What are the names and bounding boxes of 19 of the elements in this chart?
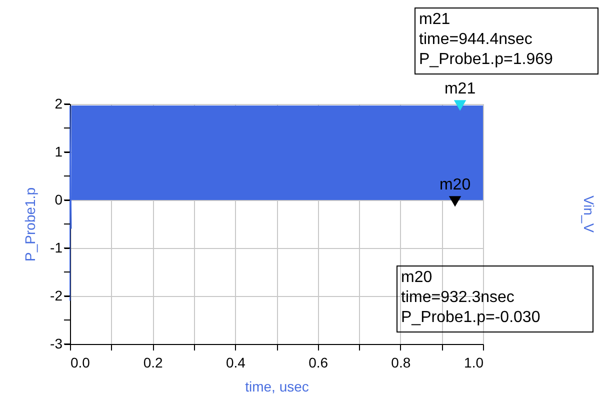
x-tick-label: 0.6 (308, 354, 328, 370)
x-tick-label: 0.0 (70, 354, 90, 370)
annotation: m20 time=932.3nsec P_Probe1.p=-0.030 (401, 269, 540, 326)
x-tick-label: 0.4 (226, 354, 246, 370)
y-tick-label: 2 (54, 96, 63, 112)
y-tick-label: -3 (50, 336, 63, 352)
x-tick-label: 1.0 (464, 354, 484, 370)
y-tick-label: -1 (50, 240, 63, 256)
y-tick-label: -2 (50, 288, 63, 304)
x-axis-title: time, usec (245, 378, 309, 394)
x-tick-label: 0.2 (143, 354, 164, 370)
y-tick-label: 1 (54, 144, 63, 160)
x-tick-label: 0.8 (391, 354, 411, 370)
text: Vin_V (581, 195, 597, 234)
series-label: m21 (444, 80, 476, 98)
text: m21 time=944.4nsec P_Probe1.p=1.969 (419, 11, 553, 68)
series-label: m20 (439, 176, 471, 194)
y-tick-label: 0 (54, 192, 63, 208)
y-axis-title: P_Probe1.p (22, 187, 38, 262)
